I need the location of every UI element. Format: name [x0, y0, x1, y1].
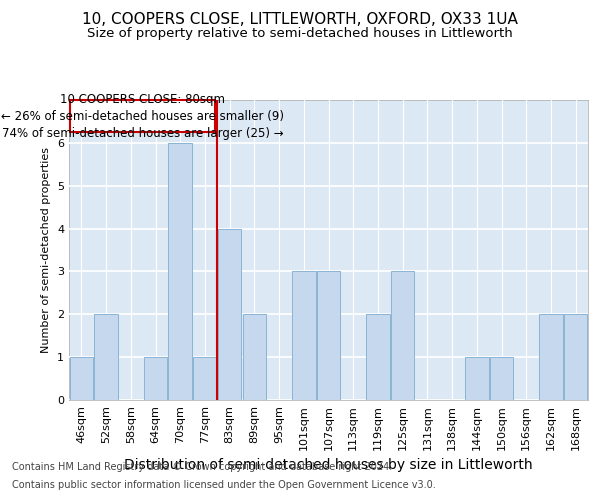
Bar [193, 357, 217, 400]
FancyBboxPatch shape [70, 100, 215, 132]
Text: Size of property relative to semi-detached houses in Littleworth: Size of property relative to semi-detach… [87, 28, 513, 40]
Bar [317, 272, 340, 400]
Bar [564, 314, 587, 400]
Bar [169, 143, 192, 400]
Text: Contains public sector information licensed under the Open Government Licence v3: Contains public sector information licen… [12, 480, 436, 490]
Text: Contains HM Land Registry data © Crown copyright and database right 2024.: Contains HM Land Registry data © Crown c… [12, 462, 392, 472]
Bar [391, 272, 415, 400]
Bar [70, 357, 93, 400]
Bar [539, 314, 563, 400]
Bar [94, 314, 118, 400]
Bar [144, 357, 167, 400]
Bar [218, 228, 241, 400]
Bar [490, 357, 513, 400]
Text: 10, COOPERS CLOSE, LITTLEWORTH, OXFORD, OX33 1UA: 10, COOPERS CLOSE, LITTLEWORTH, OXFORD, … [82, 12, 518, 28]
Text: 10 COOPERS CLOSE: 80sqm
← 26% of semi-detached houses are smaller (9)
74% of sem: 10 COOPERS CLOSE: 80sqm ← 26% of semi-de… [1, 92, 284, 140]
Bar [242, 314, 266, 400]
Bar [366, 314, 389, 400]
Bar [465, 357, 488, 400]
Y-axis label: Number of semi-detached properties: Number of semi-detached properties [41, 147, 52, 353]
X-axis label: Distribution of semi-detached houses by size in Littleworth: Distribution of semi-detached houses by … [124, 458, 533, 472]
Bar [292, 272, 316, 400]
